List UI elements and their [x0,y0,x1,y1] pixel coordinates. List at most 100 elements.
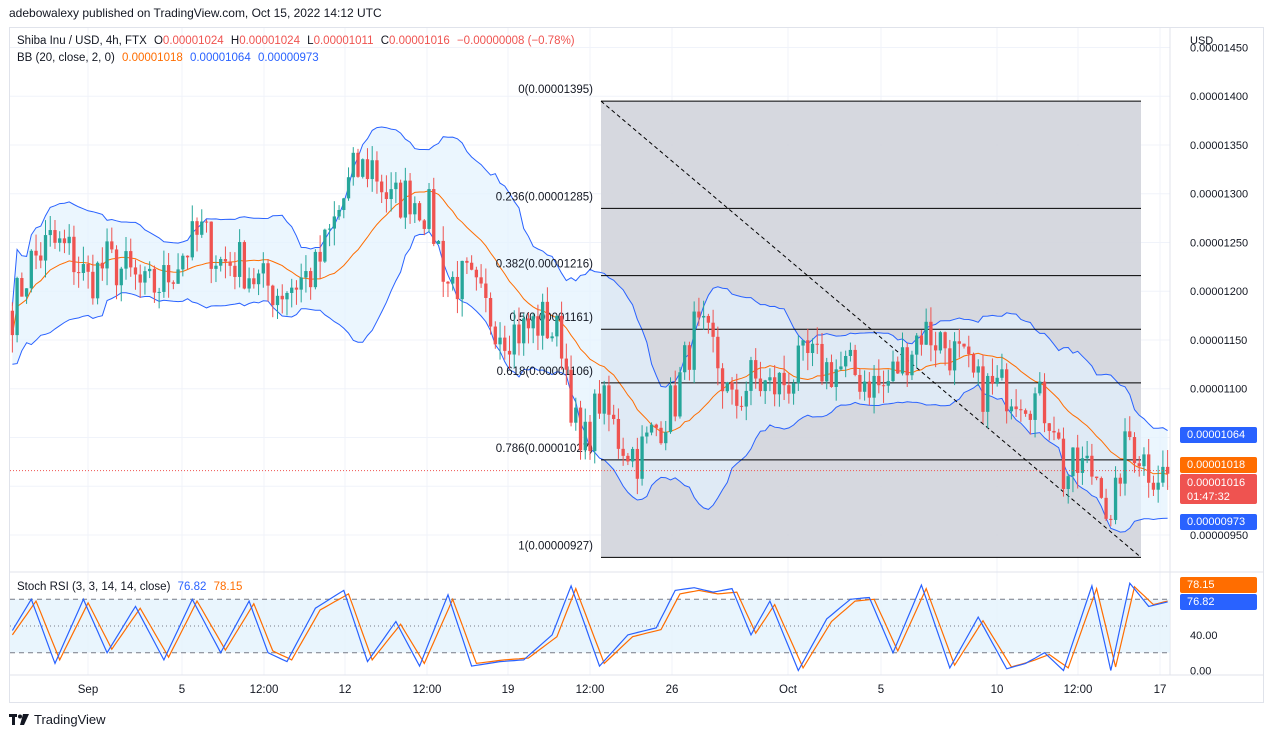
candle-body [820,343,824,382]
candle-body [271,285,275,306]
candle-body [924,321,928,345]
ohlc-high: H0.00001024 [230,35,300,47]
candle-body [332,216,336,229]
candle-body [29,250,33,289]
price-change: −0.00000008 (−0.78%) [456,35,575,47]
candle-body [536,316,540,336]
time-axis-tick: Sep [78,684,98,696]
candle-body [962,343,966,347]
candle-body [171,282,176,284]
candle-body [427,189,431,229]
candle-body [640,436,644,479]
candle-body [664,432,668,444]
candle-body [10,310,15,336]
tradingview-logo-icon [9,713,29,725]
candle-body [469,262,474,270]
candle-body [1004,369,1009,412]
candle-body [517,324,521,344]
candle-body [337,210,341,217]
candle-body [938,332,943,351]
candle-body [351,152,355,178]
candle-body [1090,455,1094,477]
candle-body [1009,406,1014,412]
candle-body [673,385,677,417]
candle-body [929,321,933,346]
candle-body [394,182,398,190]
candle-body [701,315,706,318]
candle-body [545,301,550,339]
bb-basis-value: 0.00001018 [122,52,183,64]
candle-body [1019,409,1023,411]
price-axis-tick: 0.00001450 [1190,42,1248,54]
tradingview-footer[interactable]: TradingView [9,712,106,727]
candle-body [290,287,294,293]
candle-body [124,251,128,269]
candle-body [919,335,924,345]
candle-body [550,336,554,339]
symbol-label: Shiba Inu / USD, 4h, FTX [17,35,147,47]
candle-body [58,238,62,243]
candle-body [204,221,209,223]
candle-body [308,271,313,288]
ohlc-low: L0.00001011 [307,35,374,47]
candle-body [1047,423,1051,431]
candle-body [1057,432,1061,439]
price-axis-tick: 0.00000950 [1190,530,1248,542]
candle-body [436,240,441,244]
candle-body [247,278,251,289]
candle-body [342,198,346,211]
candle-body [626,455,630,462]
candle-body [72,236,76,273]
stoch-axis-tick: 0.00 [1190,666,1211,678]
candle-body [143,271,147,283]
candle-body [791,383,796,394]
stoch-d-value: 78.15 [213,581,243,593]
candle-body [659,427,663,444]
candle-body [754,360,758,379]
candle-body [896,361,900,374]
candle-body [408,180,412,215]
candle-body [891,361,895,382]
fib-level-label: 0.618(0.00001106) [497,366,594,378]
last-price-badge: 0.00001016 01:47:32 [1180,474,1257,504]
candle-body [195,221,199,235]
candle-body [110,241,114,250]
candle-body [1023,410,1028,414]
candle-body [62,238,67,244]
candle-body [555,315,559,337]
candle-body [299,277,303,290]
candle-body [275,295,280,306]
stoch-d-line [11,585,1168,670]
candle-body [910,354,914,376]
price-axis-tick: 0.00001250 [1190,237,1248,249]
candle-body [219,259,223,266]
candle-body [630,448,635,462]
candle-body [474,269,479,278]
candle-body [1000,369,1004,378]
time-axis-tick: 19 [502,684,515,696]
countdown-timer: 01:47:32 [1187,491,1230,503]
candle-body [559,315,564,359]
candle-body [862,381,867,392]
candle-body [607,385,611,415]
candle-body [806,340,810,354]
bb-lower-value: 0.00000973 [257,52,319,64]
candle-body [223,259,228,262]
candle-body [493,326,497,345]
candle-body [503,337,507,351]
candle-body [512,324,516,355]
candle-body [34,250,38,256]
candle-body [976,366,980,373]
candle-body [858,374,862,392]
candle-body [451,276,455,284]
candle-body [616,418,621,449]
candle-body [967,346,971,355]
candle-body [1076,447,1080,473]
candle-body [1104,497,1108,519]
candle-body [119,268,123,286]
candle-body [716,336,720,369]
candle-body [1156,482,1160,490]
candle-body [829,362,834,387]
fib-trend-line [600,100,1142,558]
